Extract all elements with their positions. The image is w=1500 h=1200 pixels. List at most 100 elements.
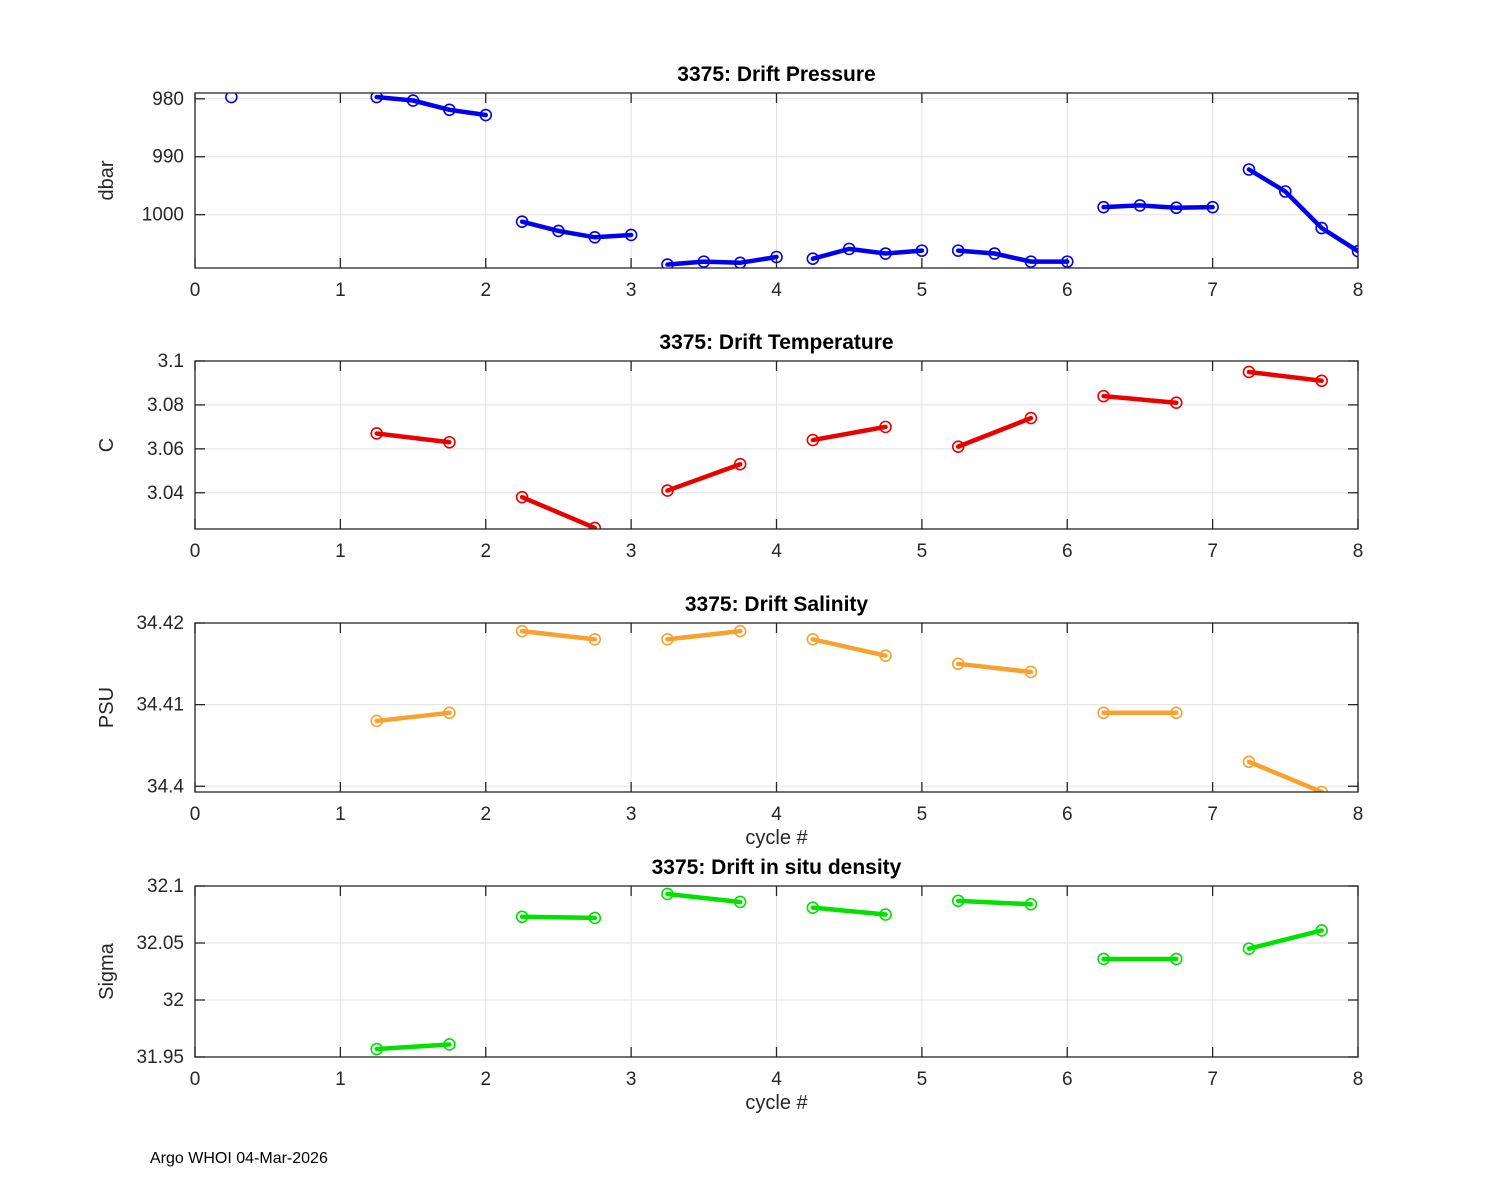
data-point-marker [1133, 199, 1147, 212]
x-tick-label: 3 [626, 804, 637, 825]
x-tick-label: 0 [190, 1069, 201, 1090]
data-point-marker [1169, 201, 1183, 215]
data-point-marker [1315, 221, 1328, 235]
x-tick-label: 5 [917, 1069, 928, 1090]
line-segment [955, 415, 1034, 449]
y-axis-label: dbar [96, 160, 118, 200]
data-point-marker [661, 258, 674, 268]
data-point-marker [1097, 200, 1110, 214]
axis-tick-labels: 0 1 2 3 4 5 6 7 8 34.4 34.41 34.42 [136, 613, 1363, 825]
axis-tick-labels: 0 1 2 3 4 5 6 7 8 3.04 3.06 3.08 3.1 [147, 351, 1363, 562]
data-point-marker [588, 633, 602, 646]
axes-box [194, 885, 1359, 1058]
x-tick-label: 4 [771, 1069, 782, 1090]
grid-lines [194, 93, 1359, 268]
data-point-marker [370, 714, 384, 728]
line-segment [665, 254, 779, 267]
x-tick-label: 7 [1207, 280, 1218, 301]
line-segment [1246, 167, 1358, 254]
x-tick-label: 8 [1353, 804, 1364, 825]
data-point-marker [951, 894, 965, 908]
x-tick-label: 2 [480, 804, 491, 825]
data-point-marker [733, 457, 747, 471]
data-series-pressure [225, 93, 1358, 268]
data-point-marker [879, 649, 892, 662]
line-segment [810, 637, 888, 658]
line-segment [1246, 759, 1324, 792]
data-point-marker [1315, 374, 1328, 388]
x-tick-label: 7 [1207, 804, 1218, 825]
data-point-marker [1242, 163, 1256, 176]
data-point-marker [1315, 785, 1328, 792]
data-point-marker [951, 440, 965, 453]
data-point-marker [988, 247, 1001, 260]
x-tick-label: 3 [626, 541, 637, 562]
x-tick-label: 4 [771, 804, 782, 825]
x-tick-label: 4 [771, 280, 782, 301]
subplot-temperature: 0 1 2 3 4 5 6 7 8 3.04 3.06 3.08 3.1 3375: Drift Temp… [96, 331, 1363, 562]
data-series-temperature [370, 365, 1328, 529]
x-tick-label: 1 [335, 804, 346, 825]
line-segment [1101, 203, 1215, 210]
x-tick-label: 2 [480, 1069, 491, 1090]
x-tick-label: 6 [1062, 1069, 1073, 1090]
data-point-marker [443, 103, 456, 117]
y-axis-label: PSU [96, 687, 118, 728]
data-point-marker [733, 256, 747, 268]
data-point-marker [1351, 244, 1358, 258]
subplot-salinity: 0 1 2 3 4 5 6 7 8 34.4 34.41 34.42 3375: Drift Salin… [96, 593, 1363, 849]
x-tick-label: 1 [335, 541, 346, 562]
y-tick-label: 1000 [142, 205, 184, 226]
y-tick-label: 980 [152, 89, 184, 110]
y-tick-label: 3.08 [147, 395, 184, 416]
data-point-marker [1242, 755, 1256, 769]
axes-box [194, 360, 1359, 530]
data-point-marker [661, 887, 674, 901]
data-point-marker [1097, 389, 1110, 403]
x-tick-label: 7 [1207, 1069, 1218, 1090]
data-point-marker [1242, 942, 1256, 956]
line-segment [810, 424, 888, 443]
x-tick-label: 0 [190, 804, 201, 825]
axes-box [194, 92, 1359, 269]
y-tick-label: 34.4 [147, 776, 184, 797]
data-point-marker [588, 521, 602, 529]
data-point-marker [1279, 185, 1292, 198]
subplot-title: 3375: Drift in situ density [652, 856, 902, 879]
data-point-marker [1169, 396, 1183, 410]
x-axis-label: cycle # [745, 827, 808, 849]
data-point-marker [733, 895, 747, 909]
x-tick-label: 1 [335, 1069, 346, 1090]
data-point-marker [225, 93, 238, 104]
y-tick-label: 3.04 [147, 483, 184, 504]
axis-tick-labels: 0 1 2 3 4 5 6 7 8 980 990 1000 [142, 89, 1364, 301]
line-segment [519, 628, 598, 642]
x-tick-label: 6 [1062, 541, 1073, 562]
x-tick-label: 2 [480, 541, 491, 562]
subplot-title: 3375: Drift Pressure [677, 63, 875, 86]
x-tick-label: 5 [917, 541, 928, 562]
data-point-marker [624, 228, 638, 242]
y-tick-label: 34.42 [136, 613, 184, 634]
y-tick-label: 32.1 [147, 876, 184, 897]
x-tick-label: 7 [1207, 541, 1218, 562]
x-tick-label: 8 [1353, 280, 1364, 301]
data-series-density [370, 887, 1328, 1056]
data-point-marker [406, 94, 420, 107]
line-segment [374, 94, 488, 118]
line-segment [1246, 928, 1324, 951]
data-point-marker [552, 224, 565, 238]
line-segment [665, 891, 743, 905]
subplot-density: 0 1 2 3 4 5 6 7 8 31.95 32 32.05 32.1 3375: Drift in … [96, 856, 1363, 1114]
x-axis-label: cycle # [745, 1092, 808, 1114]
data-point-marker [879, 420, 892, 434]
axes-box [194, 622, 1359, 793]
line-segment [374, 431, 452, 445]
x-tick-label: 3 [626, 280, 637, 301]
axis-tick-labels: 0 1 2 3 4 5 6 7 8 31.95 32 32.05 32.1 [136, 876, 1363, 1090]
figure-footer-timestamp: Argo WHOI 04-Mar-2026 [150, 1150, 328, 1167]
data-point-marker [515, 910, 529, 924]
y-tick-label: 3.1 [158, 351, 184, 372]
